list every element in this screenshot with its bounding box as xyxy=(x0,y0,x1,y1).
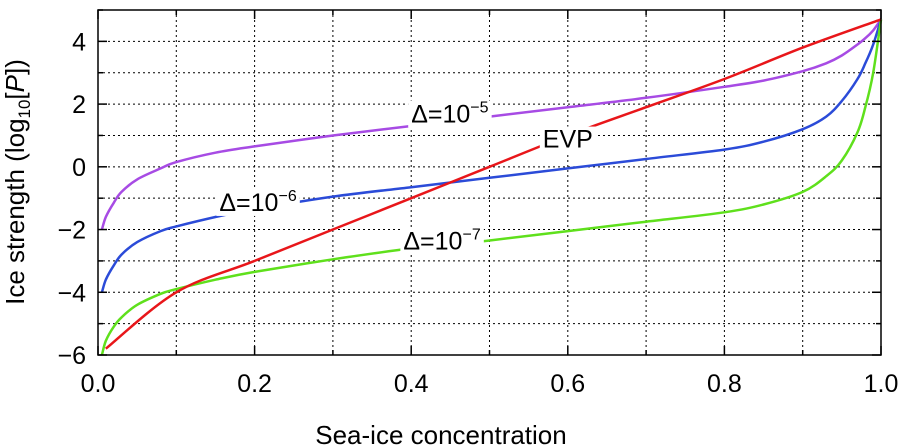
curve-labels: EVP Δ=10−5 Δ=10−6 Δ=10−7 xyxy=(216,100,596,256)
x-tick-label: 0.0 xyxy=(81,370,116,398)
y-axis-title-subscript: 10 xyxy=(15,100,34,119)
series-line-delta-7 xyxy=(100,19,883,356)
y-axis-title-var: P xyxy=(0,74,30,92)
x-tick-label: 1.0 xyxy=(864,370,899,398)
y-tick-label: −4 xyxy=(57,279,86,307)
curve-label: Δ=10−7 xyxy=(400,227,484,256)
y-axis-title: Ice strength (log10[P]) xyxy=(0,59,34,305)
grid xyxy=(98,10,881,355)
curve-label-bg xyxy=(539,126,596,153)
x-tick-label: 0.4 xyxy=(394,370,429,398)
curve-label-text: EVP xyxy=(543,126,593,154)
curve-label-bg xyxy=(216,188,300,216)
y-tick-label: −6 xyxy=(57,342,86,370)
curve-label-bg xyxy=(408,100,492,128)
y-tick-label: −2 xyxy=(57,217,86,245)
series-line-evp xyxy=(105,18,882,350)
curve-label-bg xyxy=(400,227,484,255)
series-line-delta-6 xyxy=(100,19,883,293)
y-tick-label: 4 xyxy=(72,28,86,56)
x-tick-label: 0.2 xyxy=(237,370,272,398)
y-axis-title-prefix: Ice strength (log xyxy=(0,118,30,304)
curve-label: EVP xyxy=(539,126,596,154)
y-axis-title-suffix: ]) xyxy=(0,59,30,75)
x-tick-label: 0.6 xyxy=(550,370,585,398)
y-tick-label: 0 xyxy=(72,154,86,182)
x-axis-title: Sea-ice concentration xyxy=(315,420,566,448)
curve-label: Δ=10−6 xyxy=(216,188,300,217)
series-lines xyxy=(100,18,883,356)
curve-label-text: Δ=10−6 xyxy=(219,188,296,217)
x-tick-labels: 0.0 0.2 0.4 0.6 0.8 1.0 xyxy=(81,370,899,398)
y-axis-title-bracket: [ xyxy=(0,92,30,100)
y-tick-labels: 4 2 0 −2 −4 −6 xyxy=(57,28,86,370)
curve-label-text: Δ=10−5 xyxy=(411,100,488,129)
axis-ticks xyxy=(97,9,882,356)
x-tick-label: 0.8 xyxy=(707,370,742,398)
curve-label: Δ=10−5 xyxy=(408,100,492,129)
y-tick-label: 2 xyxy=(72,91,86,119)
curve-label-text: Δ=10−7 xyxy=(403,227,480,256)
